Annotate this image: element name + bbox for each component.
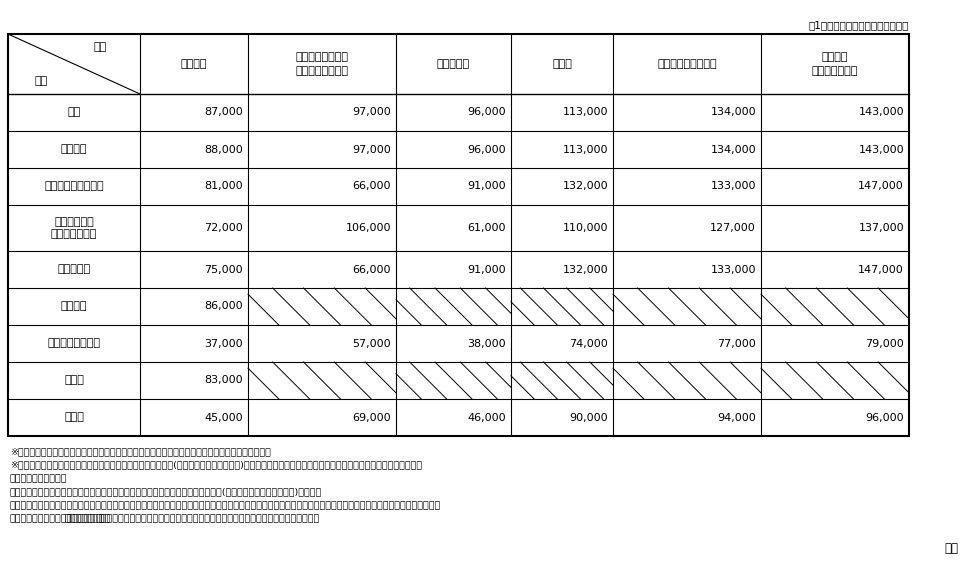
Text: 110,000: 110,000: [562, 223, 608, 233]
Text: 91,000: 91,000: [467, 265, 506, 274]
Text: 90,000: 90,000: [569, 413, 608, 423]
Text: 127,000: 127,000: [709, 223, 755, 233]
Text: 61,000: 61,000: [467, 223, 506, 233]
Text: 143,000: 143,000: [858, 107, 903, 117]
Text: 96,000: 96,000: [467, 144, 506, 155]
Text: 鉄骨造: 鉄骨造: [551, 59, 572, 69]
Text: 劇場・病院: 劇場・病院: [57, 265, 90, 274]
Text: ※２　種類については，別添「建物の種類別認定基準対応表」(以下「対応表」という。)によって分類するが，対応表の分類にない「建物の種類」については: ※２ 種類については，別添「建物の種類別認定基準対応表」(以下「対応表」という。…: [10, 460, 422, 469]
Text: 113,000: 113,000: [562, 144, 608, 155]
Text: 72,000: 72,000: [204, 223, 243, 233]
Text: 工場・倉庫・市場: 工場・倉庫・市場: [47, 338, 101, 348]
Text: 132,000: 132,000: [562, 182, 608, 192]
Text: 86,000: 86,000: [204, 301, 243, 311]
Text: 91,000: 91,000: [467, 182, 506, 192]
Text: 車庫・駐車場・駐輪場・ゴミ置き場・電気室・ポンプ室・機械室・倉庫・物置を含む。: 車庫・駐車場・駐輪場・ゴミ置き場・電気室・ポンプ室・機械室・倉庫・物置を含む。: [95, 514, 319, 523]
Text: 46,000: 46,000: [467, 413, 506, 423]
Text: 鉄骨鉄筋
コンクリート造: 鉄骨鉄筋 コンクリート造: [811, 52, 858, 76]
Text: 66,000: 66,000: [352, 182, 391, 192]
Text: 店舗・事務所
・百貨店・銀行: 店舗・事務所 ・百貨店・銀行: [50, 217, 97, 239]
Text: 66,000: 66,000: [352, 265, 391, 274]
Text: は，分類とする。: は，分類とする。: [10, 474, 68, 483]
Text: 附属家: 附属家: [64, 413, 84, 423]
Text: 軽量鉄骨造: 軽量鉄骨造: [436, 59, 470, 69]
Text: ア　種類欄中「工場・倉庫・市場」には，作業所・冷凍庫・駐車場・倉庫・物置(うで分類するものを除く。)を含む。: ア 種類欄中「工場・倉庫・市場」には，作業所・冷凍庫・駐車場・倉庫・物置(うで分…: [10, 487, 322, 496]
Text: 木　　造: 木 造: [180, 59, 207, 69]
Text: 143,000: 143,000: [858, 144, 903, 155]
Text: 旅館・料亭・ホテル: 旅館・料亭・ホテル: [45, 182, 104, 192]
Text: ※１　本基準により難い場合は，類似する建物との均衡を考慮し個別具体的に認定することとする。: ※１ 本基準により難い場合は，類似する建物との均衡を考慮し個別具体的に認定するこ…: [10, 447, 270, 456]
Text: 38,000: 38,000: [467, 338, 506, 348]
Text: （1平方メートル単価・単位：円）: （1平方メートル単価・単位：円）: [808, 20, 908, 30]
Text: 種類: 種類: [34, 76, 47, 86]
Bar: [8, 34, 908, 436]
Text: 113,000: 113,000: [562, 107, 608, 117]
Text: 69,000: 69,000: [352, 413, 391, 423]
Text: 87,000: 87,000: [204, 107, 243, 117]
Text: 79,000: 79,000: [864, 338, 903, 348]
Text: 74,000: 74,000: [569, 338, 608, 348]
Text: 37,000: 37,000: [204, 338, 243, 348]
Text: 94,000: 94,000: [716, 413, 755, 423]
Text: 83,000: 83,000: [204, 375, 243, 386]
Text: 土　蔵: 土 蔵: [64, 375, 84, 386]
Text: 133,000: 133,000: [709, 265, 755, 274]
Text: 96,000: 96,000: [864, 413, 903, 423]
Text: 共同住宅: 共同住宅: [61, 144, 87, 155]
Text: 97,000: 97,000: [352, 107, 391, 117]
Text: 88,000: 88,000: [204, 144, 243, 155]
Text: イ　種類欄中「店舗・事務所・百貨店・銀行」には，社務所・ゴルフ場のクラブハウス・教習場・斎場・庫裏・託見所・ディサービスセンター・老人ホームを含む。: イ 種類欄中「店舗・事務所・百貨店・銀行」には，社務所・ゴルフ場のクラブハウス・…: [10, 501, 441, 510]
Text: 106,000: 106,000: [345, 223, 391, 233]
Text: 81,000: 81,000: [204, 182, 243, 192]
Text: 45,000: 45,000: [204, 413, 243, 423]
Text: 公衆浴場: 公衆浴場: [61, 301, 87, 311]
Text: 居宅: 居宅: [67, 107, 80, 117]
Text: 構造: 構造: [94, 42, 107, 52]
Text: 134,000: 134,000: [709, 144, 755, 155]
Text: 鉄筋コンクリート造: 鉄筋コンクリート造: [657, 59, 716, 69]
Text: 75,000: 75,000: [204, 265, 243, 274]
Text: 97,000: 97,000: [352, 144, 391, 155]
Text: 57,000: 57,000: [352, 338, 391, 348]
Text: れんが造・コンク
リートブロック造: れんが造・コンク リートブロック造: [296, 52, 348, 76]
Text: 133,000: 133,000: [709, 182, 755, 192]
Text: 一棟内に所在する: 一棟内に所在する: [65, 514, 110, 523]
Text: 96,000: 96,000: [467, 107, 506, 117]
Text: 134,000: 134,000: [709, 107, 755, 117]
Text: ウ　種類欄中「附属家」には，: ウ 種類欄中「附属家」には，: [10, 514, 96, 523]
Text: 77,000: 77,000: [716, 338, 755, 348]
Text: 137,000: 137,000: [858, 223, 903, 233]
Text: 147,000: 147,000: [858, 182, 903, 192]
Text: 147,000: 147,000: [858, 265, 903, 274]
Text: 132,000: 132,000: [562, 265, 608, 274]
Text: 横浜: 横浜: [943, 542, 957, 555]
